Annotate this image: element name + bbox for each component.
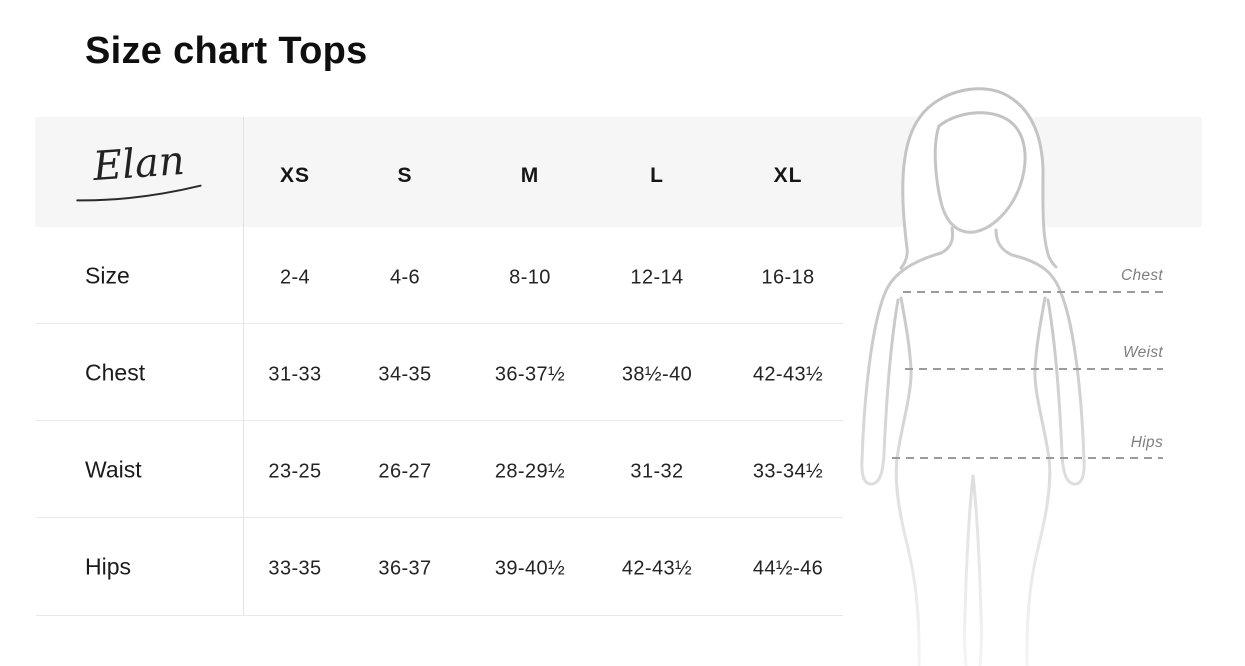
column-header-xl: XL — [773, 164, 803, 187]
waist-value-xs: 23-25 — [268, 460, 322, 483]
chest-value-l: 38½-40 — [621, 363, 693, 386]
column-header-m: M — [520, 164, 540, 187]
row-label-hips: Hips — [85, 553, 132, 580]
hips-value-m: 39-40½ — [494, 557, 566, 580]
waist-dashed-line — [905, 368, 1163, 370]
annotation-label-chest: Chest — [1121, 267, 1163, 284]
chest-value-xl: 42-43½ — [752, 363, 824, 386]
row-divider — [36, 420, 843, 421]
female-figure-illustration — [855, 80, 1245, 666]
logo-underline-stroke — [76, 184, 202, 202]
brand-logo: Elan — [35, 133, 243, 213]
chest-value-m: 36-37½ — [494, 363, 566, 386]
chest-value-s: 34-35 — [378, 363, 432, 386]
chest-value-xs: 31-33 — [268, 363, 322, 386]
brand-logo-text: Elan — [91, 137, 187, 191]
annotation-label-hips: Hips — [1130, 434, 1163, 451]
hips-value-xl: 44½-46 — [752, 557, 824, 580]
hips-value-s: 36-37 — [378, 557, 432, 580]
size-value-m: 8-10 — [509, 266, 551, 289]
row-label-size: Size — [85, 262, 130, 289]
annotation-label-weist: Weist — [1123, 344, 1163, 361]
waist-value-s: 26-27 — [378, 460, 432, 483]
chest-dashed-line — [903, 291, 1163, 293]
row-divider — [36, 517, 843, 518]
hips-value-l: 42-43½ — [621, 557, 693, 580]
row-label-waist: Waist — [85, 456, 142, 483]
hips-value-xs: 33-35 — [268, 557, 322, 580]
size-value-xs: 2-4 — [279, 266, 311, 289]
size-value-s: 4-6 — [389, 266, 421, 289]
page-title: Size chart Tops — [85, 30, 368, 72]
table-vertical-divider — [243, 117, 244, 615]
waist-value-l: 31-32 — [630, 460, 684, 483]
column-header-xs: XS — [279, 164, 311, 187]
table-bottom-divider — [36, 615, 843, 616]
female-figure-svg — [860, 87, 1086, 666]
column-header-s: S — [397, 164, 413, 187]
hips-dashed-line — [892, 457, 1163, 459]
waist-value-m: 28-29½ — [494, 460, 566, 483]
column-header-l: L — [650, 164, 664, 187]
size-value-l: 12-14 — [630, 266, 684, 289]
waist-value-xl: 33-34½ — [752, 460, 824, 483]
row-divider — [36, 323, 843, 324]
row-label-chest: Chest — [85, 359, 146, 386]
size-value-xl: 16-18 — [761, 266, 815, 289]
